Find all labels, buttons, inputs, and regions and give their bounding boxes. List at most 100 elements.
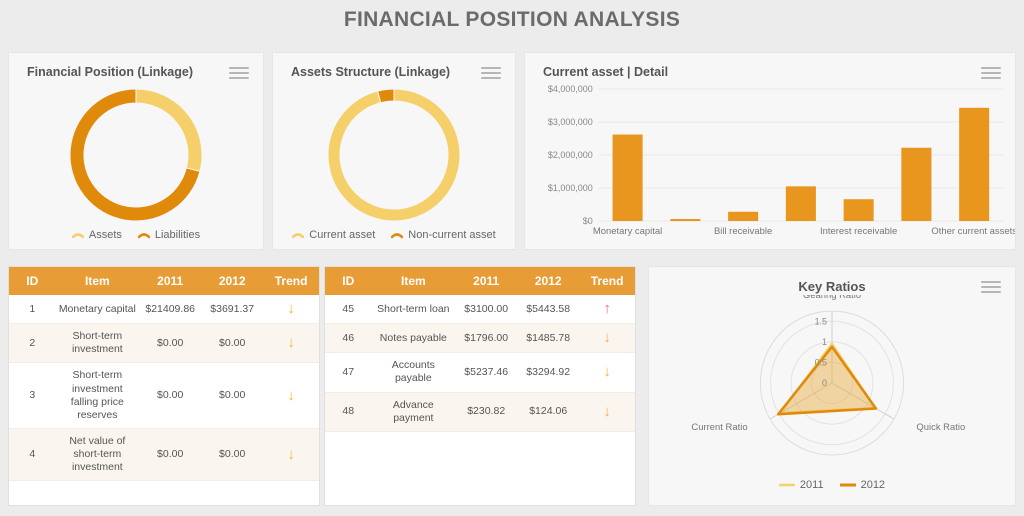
trend-down-icon: ↓ [603,329,611,347]
x-axis-tick-label: Interest receivable [820,226,897,237]
row-2011: $0.00 [139,428,202,482]
legend-line-icon [839,483,856,487]
legend-item-assets[interactable]: Assets [71,229,122,241]
column-header-item[interactable]: Item [371,267,456,295]
key-ratios-radar-chart[interactable]: 0 0.5 1 1.5 Gearing Ratio Quick Ratio Current… [649,295,1015,480]
table-row[interactable]: 48 Advance payment $230.82 $124.06 ↓ [325,392,635,432]
row-trend: ↓ [263,428,319,482]
table-left-panel: ID Item 2011 2012 Trend 1 Monetary capita… [8,266,320,506]
row-2011: $0.00 [139,362,202,429]
hamburger-icon[interactable] [229,67,249,81]
table-row[interactable]: 3 Short-term investment falling price res… [9,362,319,429]
current-asset-bar-chart[interactable]: $0 $1,000,000 $2,000,000 $3,000,000 $4,000,0… [525,81,1015,251]
legend-item-liabilities[interactable]: Liabilities [137,229,201,241]
row-2012: $5443.58 [517,295,580,325]
column-header-id[interactable]: ID [325,267,372,295]
table-row[interactable]: 4 Net value of short-term investment $0.00… [9,428,319,482]
donut-slice-assets[interactable] [135,88,203,173]
bar-6[interactable] [959,107,990,221]
bar-5[interactable] [901,147,932,221]
legend-label-non-current-asset: Non-current asset [408,229,496,241]
column-header-item[interactable]: Item [55,267,140,295]
row-2011: $1796.00 [455,323,518,354]
row-trend: ↓ [579,323,635,354]
bar-1[interactable] [670,219,701,221]
page-title: FINANCIAL POSITION ANALYSIS [343,8,681,31]
bar-3[interactable] [785,186,816,221]
legend-item-2012[interactable]: 2012 [839,479,886,491]
column-header-id[interactable]: ID [9,267,56,295]
key-ratios-legend: 2011 2012 [649,479,1015,491]
row-item: Accounts payable [371,352,456,393]
column-header-2012[interactable]: 2012 [201,267,264,295]
x-axis-tick-label: Other current assets [931,226,1015,237]
table-right-panel: ID Item 2011 2012 Trend 45 Short-term loa… [324,266,636,506]
radar-axis-label-quick-ratio: Quick Ratio [916,422,965,433]
trend-down-icon: ↓ [287,300,295,317]
legend-marker-icon [391,233,404,239]
row-id: 46 [325,323,372,354]
panel-assets-structure: Assets Structure (Linkage) Current asset… [272,52,516,250]
legend-marker-icon [292,233,305,239]
row-2011: $0.00 [139,323,202,364]
radar-tick-label: 1 [822,337,827,347]
panel-key-ratios: Key Ratios 0 0.5 1 1.5 Gearing Ratio Quick R… [648,266,1016,506]
radar-axis-label-gearing-ratio: Gearing Ratio [803,295,861,301]
legend-line-icon [778,483,795,487]
row-2011: $21409.86 [139,295,202,325]
panel-title-financial-position: Financial Position (Linkage) [27,65,193,79]
y-axis-tick-label: $3,000,000 [548,117,593,127]
legend-item-current-asset[interactable]: Current asset [292,229,375,241]
column-header-2011[interactable]: 2011 [139,267,202,295]
column-header-2012[interactable]: 2012 [517,267,580,295]
hamburger-icon[interactable] [981,281,1001,295]
row-id: 4 [9,428,56,482]
row-item: Short-term investment falling price rese… [55,362,140,429]
radar-spoke [831,382,895,420]
hamburger-icon[interactable] [481,67,501,81]
row-item: Short-term loan [371,295,456,325]
column-header-trend[interactable]: Trend [579,267,635,295]
panel-financial-position: Financial Position (Linkage) Assets Liab… [8,52,264,250]
row-id: 2 [9,323,56,364]
column-header-trend[interactable]: Trend [263,267,319,295]
legend-label-liabilities: Liabilities [154,229,201,241]
x-axis-tick-label: Bill receivable [714,226,772,237]
y-axis-tick-label: $2,000,000 [548,150,593,160]
bar-2[interactable] [728,211,759,221]
row-id: 48 [325,392,372,432]
radar-tick-label: 1.5 [815,316,827,326]
table-header-row: ID Item 2011 2012 Trend [325,267,635,295]
financial-position-donut[interactable] [64,83,208,227]
legend-item-non-current-asset[interactable]: Non-current asset [391,229,496,241]
legend-label-assets: Assets [88,229,122,241]
trend-up-icon: ↑ [603,300,611,317]
table-row[interactable]: 46 Notes payable $1796.00 $1485.78 ↓ [325,323,635,354]
table-row[interactable]: 47 Accounts payable $5237.46 $3294.92 ↓ [325,352,635,393]
table-row[interactable]: 45 Short-term loan $3100.00 $5443.58 ↑ [325,295,635,325]
assets-structure-donut[interactable] [322,83,466,227]
radar-tick-label: 0 [822,378,827,388]
legend-label-current-asset: Current asset [309,229,376,241]
row-trend: ↓ [263,362,319,429]
bar-4[interactable] [843,199,874,221]
legend-label-2012: 2012 [860,479,886,491]
row-trend: ↓ [579,392,635,432]
donut-slice-liabilities[interactable] [69,88,201,222]
legend-item-2011[interactable]: 2011 [778,479,824,491]
table-row[interactable]: 1 Monetary capital $21409.86 $3691.37 ↓ [9,295,319,325]
legend-marker-icon [71,233,84,239]
column-header-2011[interactable]: 2011 [455,267,518,295]
trend-down-icon: ↓ [603,402,611,420]
donut-slice-current-asset[interactable] [327,88,461,222]
x-axis-tick-label: Monetary capital [593,226,662,237]
financial-position-legend: Assets Liabilities [9,229,263,241]
table-row[interactable]: 2 Short-term investment $0.00 $0.00 ↓ [9,323,319,364]
row-id: 45 [325,295,372,325]
radar-series-2012[interactable] [776,345,878,416]
hamburger-icon[interactable] [981,67,1001,81]
radar-area-2012 [778,346,876,415]
bar-0[interactable] [612,134,643,221]
assets-table: ID Item 2011 2012 Trend 1 Monetary capita… [9,267,319,482]
row-2011: $5237.46 [455,352,518,393]
